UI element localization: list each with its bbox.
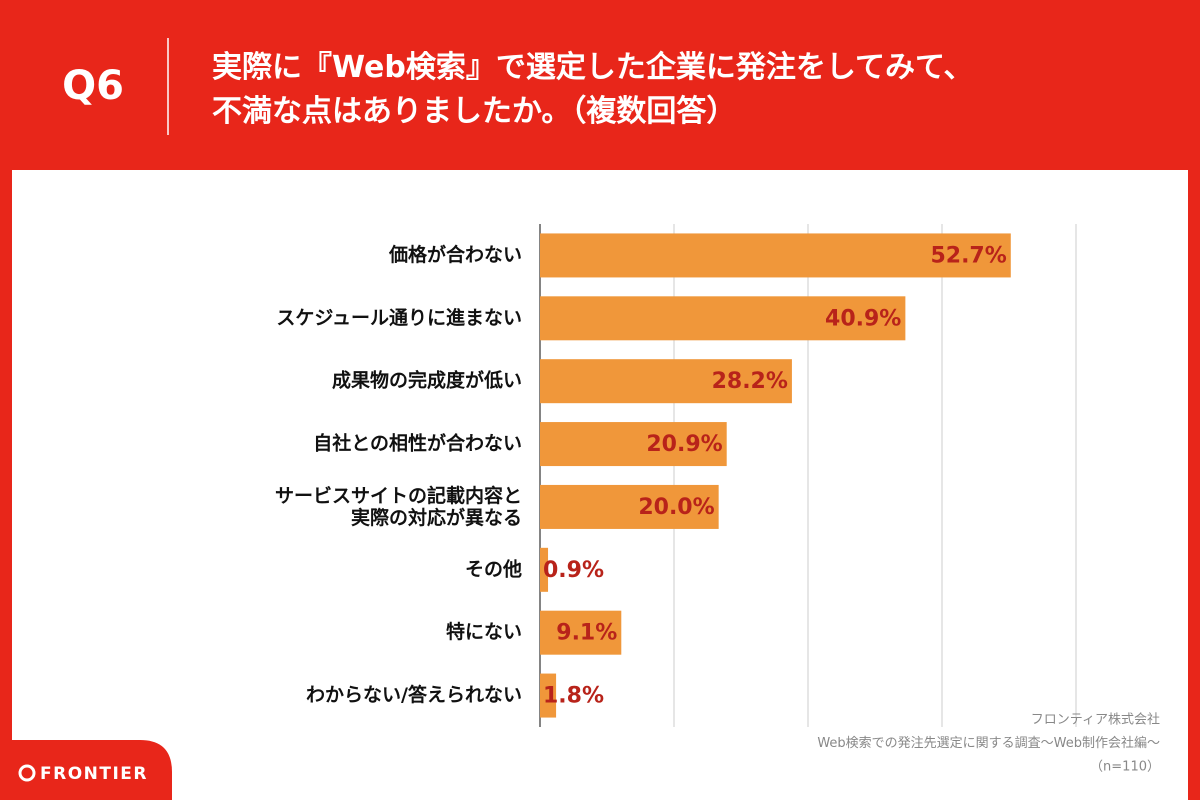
- value-label: 9.1%: [556, 621, 617, 646]
- bar: [540, 422, 727, 467]
- bar: [540, 610, 622, 655]
- source-note: フロンティア株式会社: [1031, 712, 1160, 728]
- value-label: 40.9%: [825, 306, 901, 331]
- category-label: スケジュール通りに進まない: [276, 307, 522, 329]
- value-label: 1.8%: [543, 684, 604, 709]
- bar: [540, 296, 906, 341]
- question-number: Q6: [62, 63, 124, 109]
- bar: [540, 233, 1011, 278]
- category-label: その他: [465, 557, 522, 580]
- category-label: 価格が合わない: [388, 243, 522, 266]
- value-label: 52.7%: [930, 243, 1006, 268]
- bar: [540, 547, 549, 592]
- category-label: 成果物の完成度が低い: [332, 369, 522, 392]
- bar: [540, 484, 719, 529]
- category-label: わからない/答えられない: [306, 683, 522, 706]
- category-label: 自社との相性が合わない: [313, 432, 522, 455]
- value-label: 28.2%: [712, 369, 788, 394]
- bar: [540, 673, 557, 718]
- value-label: 0.9%: [543, 558, 604, 583]
- source-note: Web検索での発注先選定に関する調査〜Web制作会社編〜: [817, 735, 1160, 751]
- logo-icon: [18, 764, 36, 782]
- category-label: 特にない: [446, 621, 522, 643]
- source-note: （n=110）: [1090, 760, 1160, 775]
- logo: FRONTIER: [40, 764, 148, 784]
- category-label: サービスサイトの記載内容と実際の対応が異なる: [275, 483, 522, 528]
- value-label: 20.0%: [638, 495, 714, 520]
- logo-tab: [0, 740, 172, 800]
- chart-title: 実際に『Web検索』で選定した企業に発注をしてみて、不満な点はありましたか。（複…: [212, 50, 973, 129]
- bar: [540, 359, 792, 404]
- value-label: 20.9%: [646, 432, 722, 457]
